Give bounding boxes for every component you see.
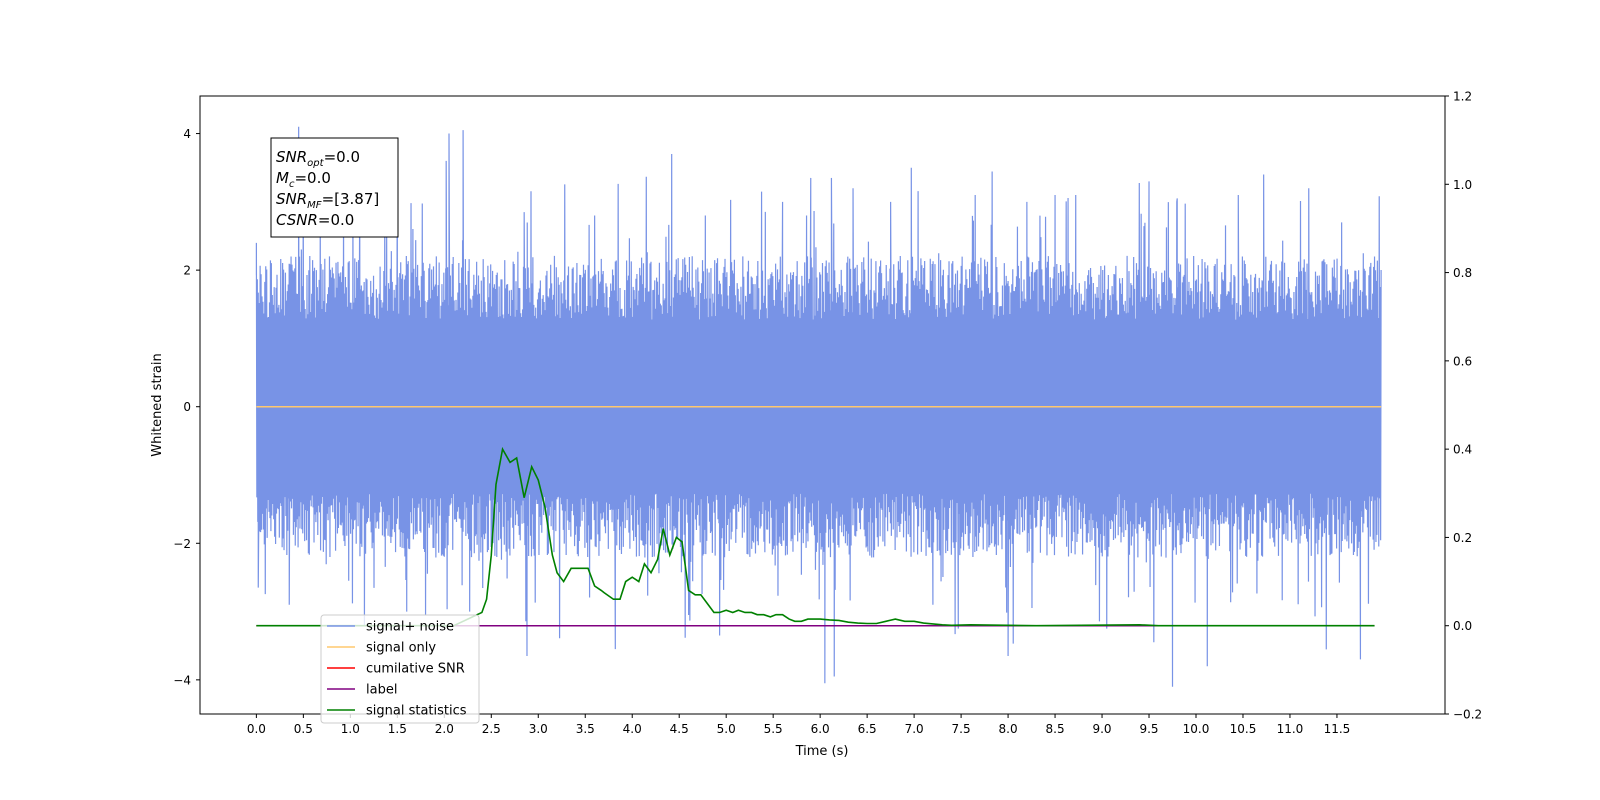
y-left-tick-label: −2 bbox=[173, 537, 191, 551]
x-tick-label: 6.5 bbox=[858, 722, 877, 736]
x-tick-label: 2.0 bbox=[435, 722, 454, 736]
x-tick-label: 3.0 bbox=[529, 722, 548, 736]
annotation-line: CSNR=0.0 bbox=[276, 211, 354, 229]
annotation-frame bbox=[270, 137, 399, 238]
series-signal-statistics-line bbox=[256, 446, 1375, 627]
x-tick-label: 0.5 bbox=[294, 722, 313, 736]
y-right-tick-label: 1.0 bbox=[1453, 178, 1472, 192]
x-axis: 0.0 0.5 1.0 1.5 2.0 2.5 3.0 3.5 4.0 4.5 5.0 5.5 6.0 6… bbox=[247, 714, 1350, 736]
annotation-line: SNRMF=[3.87] bbox=[276, 190, 379, 211]
x-tick-label: 1.0 bbox=[341, 722, 360, 736]
legend-frame bbox=[320, 614, 480, 724]
y-axis-title: Whitened strain bbox=[150, 353, 165, 456]
x-tick-label: 11.0 bbox=[1277, 722, 1304, 736]
x-tick-label: 1.5 bbox=[388, 722, 407, 736]
legend: signal+ noise signal only cumilative SNR la… bbox=[320, 614, 480, 724]
x-axis-title: Time (s) bbox=[795, 744, 849, 759]
y-axis-right: 1.2 1.0 0.8 0.6 0.4 0.2 0.0 −0.2 bbox=[1445, 90, 1482, 722]
x-tick-label: 10.0 bbox=[1183, 722, 1210, 736]
annotation-line: Mc=0.0 bbox=[276, 169, 331, 190]
legend-label-label: label bbox=[366, 683, 397, 698]
x-tick-label: 7.0 bbox=[905, 722, 924, 736]
y-right-tick-label: −0.2 bbox=[1453, 708, 1482, 722]
x-tick-label: 5.0 bbox=[717, 722, 736, 736]
legend-label-signal-only: signal only bbox=[366, 641, 436, 656]
x-tick-label: 4.5 bbox=[670, 722, 689, 736]
x-tick-label: 8.0 bbox=[999, 722, 1018, 736]
y-left-tick-label: −4 bbox=[173, 673, 191, 687]
series-signal-noise-line bbox=[255, 126, 1382, 687]
y-right-tick-label: 0.2 bbox=[1453, 531, 1472, 545]
plot-frame bbox=[199, 95, 1446, 715]
y-left-tick-label: 4 bbox=[183, 127, 191, 141]
y-right-tick-label: 0.4 bbox=[1453, 443, 1472, 457]
x-tick-label: 9.0 bbox=[1092, 722, 1111, 736]
x-tick-label: 6.0 bbox=[811, 722, 830, 736]
y-right-tick-label: 1.2 bbox=[1453, 90, 1472, 104]
x-tick-label: 8.5 bbox=[1046, 722, 1065, 736]
annotation-line: SNRopt=0.0 bbox=[276, 148, 360, 169]
x-tick-label: 9.5 bbox=[1139, 722, 1158, 736]
x-tick-label: 4.0 bbox=[623, 722, 642, 736]
y-right-tick-label: 0.6 bbox=[1453, 354, 1472, 368]
legend-label-cumilative-snr: cumilative SNR bbox=[366, 662, 465, 677]
y-left-tick-label: 2 bbox=[183, 264, 191, 278]
x-tick-label: 7.5 bbox=[952, 722, 971, 736]
y-right-tick-label: 0.8 bbox=[1453, 266, 1472, 280]
x-tick-label: 2.5 bbox=[482, 722, 501, 736]
x-tick-label: 11.5 bbox=[1324, 722, 1351, 736]
y-axis-left: 4 2 0 −2 −4 bbox=[173, 127, 200, 687]
x-tick-label: 0.0 bbox=[247, 722, 266, 736]
y-left-tick-label: 0 bbox=[183, 400, 191, 414]
x-tick-label: 3.5 bbox=[576, 722, 595, 736]
x-tick-label: 5.5 bbox=[764, 722, 783, 736]
legend-label-signal-noise: signal+ noise bbox=[366, 620, 454, 635]
x-tick-label: 10.5 bbox=[1230, 722, 1257, 736]
y-right-tick-label: 0.0 bbox=[1453, 619, 1472, 633]
legend-label-signal-statistics: signal statistics bbox=[366, 704, 467, 719]
